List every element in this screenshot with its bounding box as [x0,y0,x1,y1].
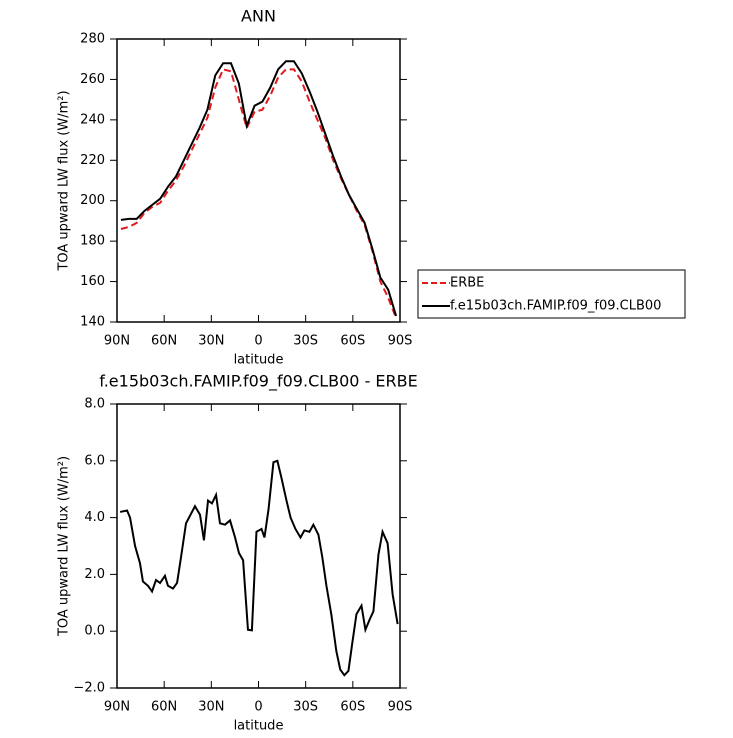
chart-title: f.e15b03ch.FAMIP.f09_f09.CLB00 - ERBE [99,372,418,392]
y-axis-label: TOA upward LW flux (W/m²) [57,90,72,271]
legend-box [417,269,686,319]
y-axis-label: TOA upward LW flux (W/m²) [57,456,72,637]
x-tick-label: 30S [293,700,318,715]
y-tick-label: 0.0 [84,624,105,639]
y-tick-label: 200 [80,193,105,208]
x-tick-label: 90N [104,700,130,715]
plot-frame [116,403,401,689]
x-tick-label: 60N [151,700,177,715]
x-tick-label: 0 [254,700,262,715]
x-tick-label: 90S [388,700,413,715]
x-tick-label: 60N [151,334,177,349]
x-tick-label: 30N [198,700,224,715]
y-tick-label: 220 [80,153,105,168]
x-tick-label: 90N [104,334,130,349]
y-tick-label: 8.0 [84,397,105,412]
x-axis-label: latitude [234,719,284,734]
legend-label: f.e15b03ch.FAMIP.f09_f09.CLB00 [450,299,661,314]
x-tick-label: 60S [340,334,365,349]
y-tick-label: 160 [80,274,105,289]
y-tick-label: 260 [80,72,105,87]
x-tick-label: 0 [254,334,262,349]
y-tick-label: 140 [80,315,105,330]
y-tick-label: 2.0 [84,567,105,582]
x-tick-label: 90S [388,334,413,349]
y-tick-label: −2.0 [73,681,105,696]
y-tick-label: 240 [80,112,105,127]
y-tick-label: 180 [80,234,105,249]
plot-frame [116,38,401,323]
data-line [120,68,398,319]
y-tick-label: 4.0 [84,510,105,525]
x-tick-label: 30N [198,334,224,349]
x-tick-label: 30S [293,334,318,349]
y-tick-label: 280 [80,32,105,47]
chart-title: ANN [241,7,276,26]
x-tick-label: 60S [340,700,365,715]
data-line [120,60,398,317]
x-axis-label: latitude [234,353,284,368]
y-tick-label: 6.0 [84,453,105,468]
data-line [119,459,399,677]
legend-label: ERBE [450,276,484,291]
